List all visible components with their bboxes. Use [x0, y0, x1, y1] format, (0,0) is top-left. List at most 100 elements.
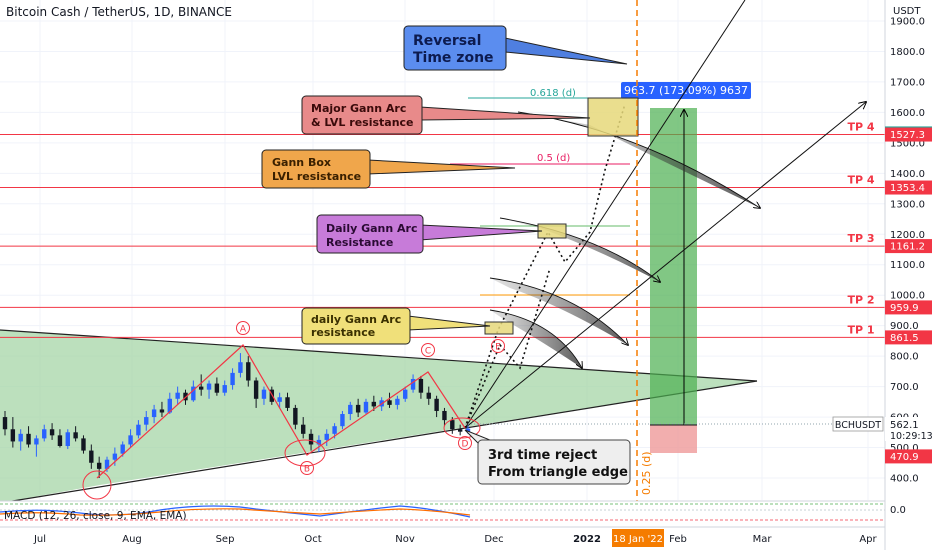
callout-major-gann-line2: & LVL resistance — [311, 116, 414, 129]
macd-label: MACD (12, 26, close, 9, EMA, EMA) — [4, 510, 187, 522]
callout-reversal-line2: Time zone — [413, 50, 494, 66]
candle — [324, 429, 329, 447]
price-tick-label: 1700.0 — [890, 77, 925, 88]
current-price-symbol: BCHUSDT — [835, 420, 881, 431]
callout-reversal-line1: Reversal — [413, 33, 481, 49]
candle — [301, 417, 306, 439]
price-tick-label: 1000.0 — [890, 291, 925, 302]
callout-daily-gann-line2: Resistance — [326, 236, 393, 249]
fib-05-label: 0.5 (d) — [537, 153, 570, 164]
callout-reject-line2: From triangle edge — [488, 465, 628, 480]
candle — [277, 392, 282, 408]
callout-gann-box[interactable]: Gann Box LVL resistance — [261, 149, 516, 189]
candle — [89, 444, 94, 469]
price-tick-label: 700.0 — [890, 382, 919, 393]
tp-label: TP 3 — [847, 232, 874, 245]
callout-reject[interactable]: 3rd time reject From triangle edge — [464, 429, 631, 485]
candle — [214, 377, 220, 396]
callout-reversal[interactable]: Reversal Time zone — [403, 25, 628, 71]
candle — [2, 410, 8, 436]
candle — [355, 398, 361, 418]
macd-axis-zero: 0.0 — [890, 505, 906, 516]
svg-text:1527.3: 1527.3 — [890, 130, 925, 141]
candle — [253, 377, 259, 408]
callout-major-gann[interactable]: Major Gann Arc & LVL resistance — [301, 95, 591, 135]
macd-pane[interactable]: MACD (12, 26, close, 9, EMA, EMA) — [0, 500, 885, 527]
time-tick-label: Apr — [859, 534, 877, 545]
price-tick-label: 1200.0 — [890, 230, 925, 241]
candle — [49, 423, 55, 440]
time-marker-text: 18 Jan '22 — [613, 534, 663, 545]
time-axis[interactable]: Jul Aug Sep Oct Nov Dec 2022 Feb Mar Apr — [0, 526, 885, 550]
time-tick-label: Oct — [304, 534, 321, 545]
price-tick-label: 500.0 — [890, 443, 919, 454]
pattern-point-label: A — [236, 321, 250, 335]
candle — [403, 386, 408, 402]
candle — [96, 456, 102, 478]
candle — [363, 398, 369, 415]
price-axis[interactable]: USDT 0.0 400.0500.0600.0700.0800.0900.01… — [884, 0, 932, 550]
callout-daily-gann-line1: Daily Gann Arc — [326, 222, 418, 235]
svg-text:470.9: 470.9 — [890, 452, 919, 463]
candle — [442, 407, 447, 427]
svg-text:1353.4: 1353.4 — [890, 183, 925, 194]
candle — [26, 426, 31, 448]
gann-box-major — [587, 97, 639, 137]
candle — [128, 429, 133, 448]
price-tick-label: 1900.0 — [890, 17, 925, 28]
candle — [10, 417, 16, 448]
tp-label: TP 4 — [847, 174, 874, 187]
candle — [434, 395, 439, 418]
time-marker: 18 Jan '22 — [612, 529, 664, 547]
gann-box-small — [484, 321, 514, 335]
candle — [261, 386, 267, 405]
candle — [230, 368, 235, 390]
pattern-point-label: D — [458, 436, 472, 450]
price-badge: 1527.3 — [885, 127, 932, 142]
price-badge: 861.5 — [885, 330, 932, 345]
callout-daily-gann-2[interactable]: daily Gann Arc resistance — [301, 307, 491, 345]
time-tick-label: Aug — [122, 534, 142, 545]
price-badge: 1353.4 — [885, 180, 932, 195]
callout-daily-gann[interactable]: Daily Gann Arc Resistance — [316, 214, 543, 254]
svg-text:E: E — [495, 343, 501, 353]
candle — [410, 374, 416, 393]
candle — [18, 429, 23, 451]
price-tick-label: 400.0 — [890, 474, 919, 485]
candle — [191, 380, 196, 402]
callout-daily-gann2-line1: daily Gann Arc — [311, 313, 401, 326]
candle — [457, 424, 463, 436]
price-tick-label: 1800.0 — [890, 47, 925, 58]
tp-labels: TP 4 TP 4 TP 3 TP 2 TP 1 — [847, 121, 874, 337]
candle — [238, 353, 243, 378]
triangle-upper-edge — [0, 329, 758, 382]
candle — [246, 356, 251, 387]
projection-path — [464, 103, 626, 429]
price-badge: 1161.2 — [885, 239, 932, 254]
pattern-point-label: E — [491, 339, 505, 353]
tp-label: TP 1 — [847, 323, 874, 336]
candle — [395, 395, 400, 410]
candle — [348, 401, 353, 421]
pattern-point-label: B — [300, 461, 314, 475]
time-tick-label: Dec — [484, 534, 503, 545]
candle — [42, 424, 47, 442]
candle — [81, 435, 86, 454]
gann-fan — [464, 0, 866, 429]
stop-zone — [650, 425, 697, 453]
candle — [387, 392, 392, 408]
gann-box-daily — [537, 223, 567, 239]
candle — [144, 410, 149, 431]
tp-levels — [0, 134, 885, 338]
fib-0618-label: 0.618 (d) — [530, 88, 576, 99]
svg-text:C: C — [425, 347, 431, 357]
candle — [151, 404, 157, 424]
candle — [57, 429, 63, 448]
price-badge: 470.9 — [885, 449, 932, 464]
callout-gann-box-line1: Gann Box — [272, 156, 331, 169]
svg-text:A: A — [240, 325, 247, 335]
candle — [65, 429, 70, 450]
callout-major-gann-line1: Major Gann Arc — [311, 102, 406, 115]
time-tick-label: Sep — [216, 534, 235, 545]
candle — [206, 380, 212, 399]
